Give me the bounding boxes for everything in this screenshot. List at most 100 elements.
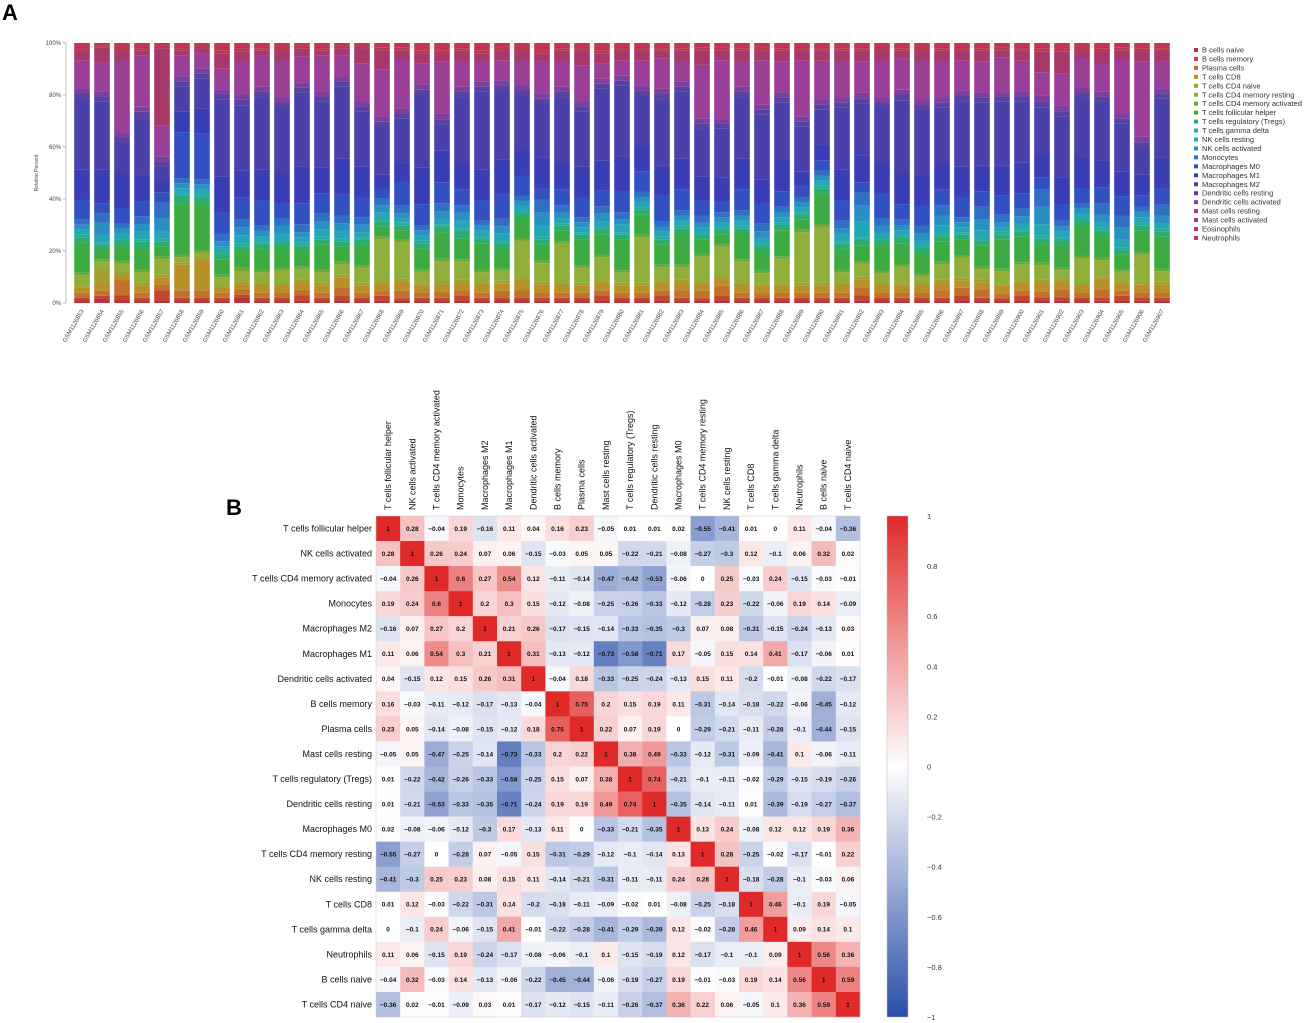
cell-value: −0.28 [573, 927, 590, 934]
bar-segment [174, 195, 190, 204]
bar-segment [394, 205, 410, 214]
cell-value: −0.31 [743, 626, 760, 633]
bar-segment [754, 179, 770, 204]
bar-stack [314, 43, 330, 303]
cell-value: −0.06 [452, 927, 469, 934]
cell-value: 0.02 [382, 827, 395, 834]
legend-label: Dendritic cells resting [1202, 189, 1273, 198]
heatmap-cell [690, 516, 715, 542]
cell-value: 0.07 [624, 726, 637, 733]
cell-value: −0.06 [598, 977, 615, 984]
heatmap-cell [666, 991, 691, 1018]
heatmap-cell [787, 616, 812, 642]
cell-value: 0.11 [551, 827, 564, 834]
bar-segment [574, 111, 590, 167]
heatmap-cell [424, 966, 449, 993]
cell-value: 1 [435, 576, 439, 583]
cell-value: −0.05 [743, 1002, 760, 1009]
legend-swatch [1194, 128, 1198, 133]
cell-value: 1 [749, 902, 753, 909]
heatmap-cell [811, 616, 836, 642]
bar-segment [294, 279, 310, 282]
heatmap-cell [714, 866, 740, 892]
bar-segment [1134, 252, 1150, 255]
bar-segment [614, 219, 630, 225]
bar-segment [154, 43, 170, 46]
panel-a-label: A [2, 0, 18, 25]
heatmap-cell [448, 566, 473, 592]
bar-segment [834, 282, 850, 285]
cell-value: −0.04 [815, 526, 832, 533]
bar-segment [94, 244, 110, 250]
cell-value: −0.15 [428, 952, 445, 959]
bar-segment [874, 98, 890, 103]
heatmap-cell [811, 516, 836, 542]
cell-value: −0.04 [549, 676, 566, 683]
bar-segment [754, 251, 770, 271]
heatmap-cell [835, 866, 861, 892]
cell-value: −0.16 [477, 526, 494, 533]
bar-segment [1154, 98, 1170, 158]
cell-value: 0.15 [527, 852, 540, 859]
bar-segment [914, 110, 930, 176]
heatmap-cell [739, 991, 764, 1018]
cell-value: −0.12 [549, 1002, 566, 1009]
heatmap-cell [811, 766, 836, 792]
bar-segment [594, 190, 610, 207]
bar-segment [694, 123, 710, 129]
bar-segment [814, 104, 830, 110]
bar-segment [314, 269, 330, 273]
cell-value: 0.36 [793, 1002, 806, 1009]
bar-segment [1154, 48, 1170, 51]
heatmap-cell [811, 941, 836, 968]
bar-segment [734, 297, 750, 301]
bar-segment [374, 198, 390, 206]
bar-segment [834, 97, 850, 103]
cell-value: 0.17 [672, 651, 685, 658]
bar-segment [314, 285, 330, 293]
heatmap-cell [472, 991, 498, 1018]
bar-segment [634, 146, 650, 172]
bar-segment [1114, 43, 1130, 48]
bar-segment [474, 238, 490, 244]
bar-segment [1074, 213, 1090, 218]
bar-segment [754, 243, 770, 247]
bar-stack [414, 43, 430, 303]
bar-segment [614, 292, 630, 298]
bar-segment [414, 235, 430, 241]
column-label: Monocytes [456, 466, 466, 510]
cell-value: −0.2 [527, 902, 540, 909]
bar-segment [134, 282, 150, 286]
bar-segment [914, 300, 930, 303]
heatmap-cell [497, 591, 522, 617]
legend-swatch [1194, 56, 1198, 61]
heatmap-cell [787, 691, 812, 717]
heatmap-cell [521, 741, 546, 767]
bar-segment [194, 252, 210, 258]
bar-stack [1114, 43, 1130, 303]
heatmap-cell [376, 716, 401, 742]
cell-value: −0.1 [720, 952, 733, 959]
bar-segment [994, 50, 1010, 58]
cell-value: −0.33 [477, 776, 494, 783]
heatmap-cell [545, 916, 570, 943]
bar-segment [574, 267, 590, 283]
bar-segment [834, 233, 850, 242]
color-bar-tick: −0.2 [927, 813, 942, 822]
cell-value: −0.15 [791, 776, 808, 783]
cell-value: −0.06 [791, 701, 808, 708]
bar-segment [134, 43, 150, 49]
bar-segment [334, 48, 350, 56]
bar-segment [1134, 281, 1150, 285]
cell-value: 1 [459, 601, 463, 608]
cell-value: 0.14 [745, 651, 758, 658]
heatmap-cell [811, 591, 836, 617]
bar-segment [394, 50, 410, 61]
bar-segment [414, 271, 430, 283]
cell-value: 0.32 [817, 551, 830, 558]
bar-segment [234, 43, 250, 49]
bar-segment [934, 261, 950, 265]
bar-segment [1094, 260, 1110, 277]
bar-segment [214, 254, 230, 260]
heatmap-cell [642, 566, 667, 592]
